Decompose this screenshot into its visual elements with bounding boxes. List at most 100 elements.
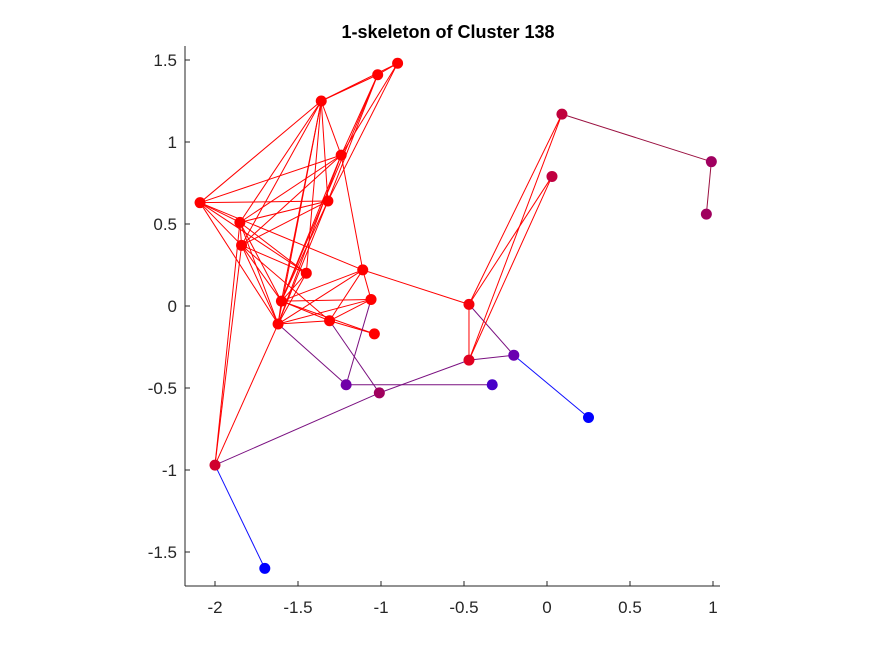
edge-20: [280, 154, 342, 302]
node-6: [234, 216, 246, 228]
edge-55: [278, 320, 330, 325]
x-tick-label: -2: [207, 598, 222, 617]
node-13: [324, 315, 336, 327]
edge-25: [280, 200, 329, 302]
edge-7: [280, 74, 379, 302]
node-9: [357, 264, 369, 276]
edge-26: [277, 200, 329, 325]
edge-28: [199, 202, 242, 246]
y-tick-label: -0.5: [148, 379, 177, 398]
edge-51: [329, 298, 372, 322]
edge-73: [214, 392, 380, 466]
x-tick-label: 0.5: [618, 598, 642, 617]
edge-6: [327, 74, 379, 202]
edge-65: [705, 161, 712, 215]
node-0: [392, 57, 404, 69]
node-17: [508, 349, 520, 361]
y-tick-label: 0: [168, 297, 177, 316]
edge-17: [239, 154, 342, 223]
edge-29: [199, 202, 307, 274]
edge-35: [239, 222, 279, 325]
node-4: [322, 195, 334, 207]
y-axis-ticks: 1.5 1 0.5 0 -0.5 -1 -1.5: [148, 51, 190, 562]
edge-74: [214, 464, 266, 569]
node-20: [486, 379, 498, 391]
edge-2: [321, 74, 378, 102]
edge-61: [468, 176, 553, 305]
node-24: [556, 108, 568, 120]
node-5: [194, 197, 206, 209]
edge-46: [277, 269, 364, 325]
edge-12: [241, 100, 322, 246]
node-layer: [194, 57, 717, 574]
node-27: [700, 208, 712, 220]
x-tick-label: -1.5: [283, 598, 312, 617]
y-tick-label: -1.5: [148, 543, 177, 562]
edge-3: [340, 63, 399, 156]
y-tick-label: 1.5: [153, 51, 177, 70]
node-18: [340, 379, 352, 391]
edge-64: [561, 113, 712, 163]
edge-50: [277, 298, 372, 325]
edge-72: [379, 359, 470, 394]
edge-24: [241, 200, 329, 246]
edge-16: [199, 154, 342, 204]
edge-36: [214, 222, 241, 466]
edge-45: [281, 269, 363, 302]
edge-38: [241, 245, 282, 302]
y-tick-label: -1: [162, 461, 177, 480]
edge-69: [345, 299, 372, 385]
edge-19: [340, 155, 364, 271]
edge-63: [468, 176, 553, 361]
edge-5: [327, 63, 399, 202]
y-tick-label: 1: [168, 133, 177, 152]
edge-70: [329, 320, 380, 394]
edge-23: [239, 200, 328, 223]
edge-37: [241, 244, 307, 274]
edge-47: [329, 269, 364, 322]
y-tick-label: 0.5: [153, 215, 177, 234]
edge-68: [277, 323, 347, 386]
node-15: [463, 298, 475, 310]
node-11: [275, 295, 287, 307]
edge-59: [468, 304, 515, 356]
edge-57: [329, 320, 375, 335]
edge-67: [513, 354, 589, 418]
x-tick-label: -0.5: [449, 598, 478, 617]
node-8: [300, 267, 312, 279]
x-tick-label: 1: [708, 598, 717, 617]
edge-62: [468, 113, 563, 361]
edge-49: [281, 298, 372, 302]
edge-9: [320, 100, 329, 202]
x-tick-label: -1: [373, 598, 388, 617]
edge-39: [241, 245, 279, 325]
edge-15: [277, 100, 322, 325]
edge-56: [214, 323, 279, 466]
node-16: [463, 354, 475, 366]
edge-42: [281, 272, 307, 302]
edge-8: [320, 100, 342, 156]
edge-13: [305, 100, 322, 274]
edge-10: [199, 100, 322, 204]
edge-22: [200, 200, 328, 204]
node-14: [368, 328, 380, 340]
node-3: [335, 149, 347, 161]
edge-60: [468, 113, 563, 305]
edge-66: [468, 354, 514, 361]
chart-title: 1-skeleton of Cluster 138: [341, 22, 554, 42]
edge-48: [362, 269, 470, 305]
edge-33: [239, 221, 307, 274]
edge-43: [277, 272, 307, 325]
node-26: [705, 156, 717, 168]
node-25: [546, 170, 558, 182]
edge-41: [214, 245, 243, 466]
x-axis-ticks: -2 -1.5 -1 -0.5 0 0.5 1: [207, 581, 718, 617]
node-21: [583, 412, 594, 424]
node-2: [315, 95, 327, 107]
node-7: [236, 239, 248, 251]
node-1: [372, 69, 384, 81]
edge-40: [241, 244, 330, 322]
x-tick-label: 0: [542, 598, 551, 617]
edge-18: [241, 154, 342, 246]
